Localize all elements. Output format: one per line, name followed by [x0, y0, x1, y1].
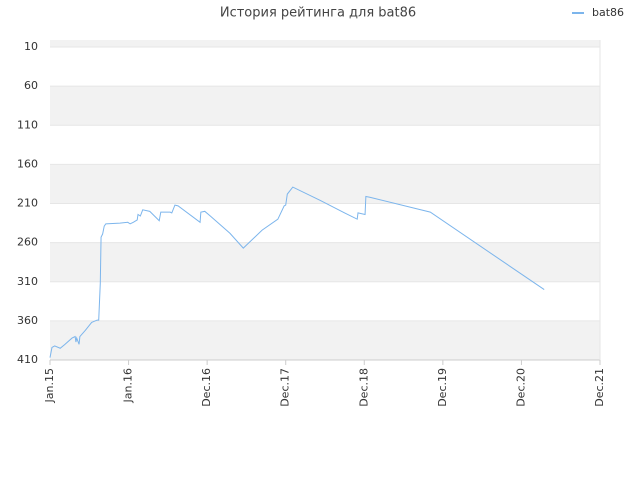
plot-band — [50, 320, 600, 360]
y-tick-label: 360 — [17, 314, 38, 327]
plot-band — [50, 86, 600, 126]
x-tick-label: Dec.16 — [200, 368, 213, 407]
plot-band — [50, 242, 600, 282]
y-tick-label: 260 — [17, 236, 38, 249]
x-tick-label: Dec.20 — [514, 368, 527, 407]
y-tick-label: 310 — [17, 275, 38, 288]
y-tick-label: 10 — [24, 40, 38, 53]
chart-title: История рейтинга для bat86 — [220, 6, 416, 21]
plot-band — [50, 40, 600, 48]
plot-band — [50, 164, 600, 204]
x-tick-label: Jan.16 — [122, 368, 135, 403]
x-tick-label: Dec.18 — [357, 368, 370, 407]
x-tick-label: Dec.17 — [279, 368, 292, 407]
y-tick-label: 60 — [24, 79, 38, 92]
legend-label: bat86 — [592, 6, 624, 19]
y-tick-label: 110 — [17, 118, 38, 131]
y-tick-label: 210 — [17, 197, 38, 210]
y-tick-label: 160 — [17, 157, 38, 170]
x-tick-label: Dec.19 — [436, 368, 449, 407]
y-tick-label: 410 — [17, 353, 38, 366]
x-tick-label: Jan.15 — [43, 368, 56, 403]
x-tick-label: Dec.21 — [593, 368, 606, 407]
series-line — [49, 186, 545, 358]
